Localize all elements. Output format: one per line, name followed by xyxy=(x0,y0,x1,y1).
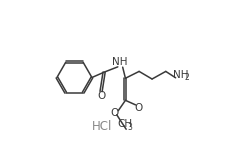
Text: HCl: HCl xyxy=(91,120,111,133)
Text: O: O xyxy=(96,91,105,101)
Text: O: O xyxy=(134,103,142,113)
Text: NH: NH xyxy=(112,57,127,66)
Text: 3: 3 xyxy=(127,123,131,132)
Text: CH: CH xyxy=(117,119,132,129)
Text: NH: NH xyxy=(172,70,188,80)
Text: O: O xyxy=(110,108,118,118)
Text: 2: 2 xyxy=(184,73,188,82)
